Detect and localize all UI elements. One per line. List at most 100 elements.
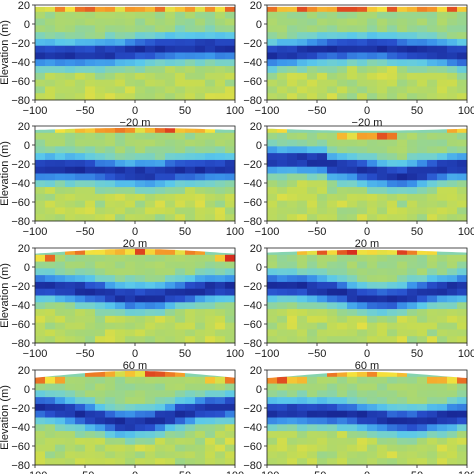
heatmap-cell: [95, 302, 106, 310]
heatmap-cell: [75, 336, 86, 344]
heatmap-cell: [327, 132, 338, 140]
heatmap-cell: [225, 18, 236, 26]
heatmap-cell: [225, 146, 236, 154]
heatmap-cell: [45, 254, 56, 262]
heatmap-cell: [165, 166, 176, 174]
heatmap-cell: [145, 173, 156, 181]
heatmap-cell: [437, 126, 448, 134]
heatmap-cell: [427, 200, 438, 208]
heatmap-cell: [327, 32, 338, 40]
heatmap-cell: [307, 458, 318, 466]
heatmap-cell: [65, 159, 76, 168]
heatmap-cell: [65, 309, 76, 317]
heatmap-cell: [367, 248, 378, 256]
heatmap-cell: [165, 431, 176, 439]
heatmap-cell: [377, 32, 388, 40]
heatmap-cell: [297, 166, 308, 174]
heatmap-cell: [65, 166, 76, 174]
heatmap-cell: [277, 207, 288, 215]
heatmap-cell: [327, 329, 338, 337]
heatmap-cell: [287, 336, 298, 344]
heatmap-cell: [447, 72, 458, 81]
heatmap-cell: [327, 376, 338, 384]
heatmap-cell: [447, 268, 458, 276]
heatmap-cell: [165, 451, 176, 459]
heatmap-cell: [417, 139, 428, 147]
heatmap-cell: [307, 437, 318, 446]
heatmap-cell: [55, 86, 66, 94]
heatmap-cell: [215, 173, 226, 181]
heatmap-cell: [357, 132, 368, 140]
heatmap-cell: [195, 52, 206, 60]
heatmap-cell: [205, 417, 216, 425]
heatmap-cell: [367, 159, 378, 168]
heatmap-cell: [287, 139, 298, 147]
heatmap-cell: [287, 390, 298, 398]
heatmap-cell: [277, 153, 288, 161]
heatmap-cell: [105, 315, 116, 324]
y-tick-label: −20: [243, 38, 262, 50]
heatmap-cell: [357, 72, 368, 81]
heatmap-cell: [185, 11, 196, 19]
heatmap-cell: [135, 322, 146, 330]
heatmap-cell: [35, 261, 46, 269]
heatmap-cell: [367, 72, 378, 81]
heatmap-cell: [337, 180, 348, 188]
heatmap-cell: [317, 437, 328, 446]
heatmap-cell: [105, 207, 116, 215]
heatmap-cell: [225, 403, 236, 412]
heatmap-cell: [317, 254, 328, 262]
heatmap-cell: [277, 132, 288, 140]
heatmap-cell: [95, 376, 106, 384]
heatmap-cell: [387, 451, 398, 459]
heatmap-cell: [297, 261, 308, 269]
heatmap-cell: [185, 322, 196, 330]
heatmap-cell: [387, 38, 398, 47]
heatmap-cell: [447, 32, 458, 40]
heatmap-cell: [437, 139, 448, 147]
heatmap-cell: [427, 132, 438, 140]
heatmap-cell: [367, 38, 378, 47]
heatmap-cell: [55, 166, 66, 174]
heatmap-cell: [417, 322, 428, 330]
heatmap-cell: [397, 45, 408, 53]
heatmap-cell: [377, 431, 388, 439]
heatmap-cell: [95, 288, 106, 296]
heatmap-cell: [195, 25, 206, 33]
heatmap-cell: [347, 132, 358, 140]
heatmap-cell: [65, 25, 76, 33]
heatmap-cell: [145, 153, 156, 161]
heatmap-cell: [225, 424, 236, 432]
heatmap-cell: [317, 370, 328, 378]
heatmap-cell: [417, 261, 428, 269]
heatmap-cell: [65, 424, 76, 432]
heatmap-cell: [35, 322, 46, 330]
heatmap-cell: [377, 86, 388, 94]
heatmap-cell: [287, 410, 298, 418]
heatmap-cell: [277, 261, 288, 269]
heatmap-cell: [457, 281, 468, 290]
heatmap-cell: [427, 268, 438, 276]
heatmap-cell: [377, 458, 388, 466]
heatmap-cell: [407, 52, 418, 60]
heatmap-cell: [135, 383, 146, 391]
heatmap-cell: [297, 410, 308, 418]
heatmap-cell: [357, 397, 368, 405]
heatmap-cell: [155, 437, 166, 446]
heatmap-cell: [185, 200, 196, 208]
heatmap-cell: [447, 166, 458, 174]
heatmap-cell: [65, 66, 76, 74]
heatmap-cell: [437, 444, 448, 452]
heatmap-cell: [347, 309, 358, 317]
heatmap-cell: [105, 25, 116, 33]
heatmap-cell: [427, 79, 438, 87]
heatmap-cell: [267, 261, 278, 269]
heatmap-cell: [277, 5, 288, 13]
heatmap-cell: [55, 403, 66, 412]
heatmap-cell: [175, 32, 186, 40]
heatmap-cell: [85, 59, 96, 67]
heatmap-cell: [105, 390, 116, 398]
heatmap-cell: [287, 11, 298, 19]
heatmap-cell: [267, 193, 278, 202]
heatmap-cell: [155, 424, 166, 432]
